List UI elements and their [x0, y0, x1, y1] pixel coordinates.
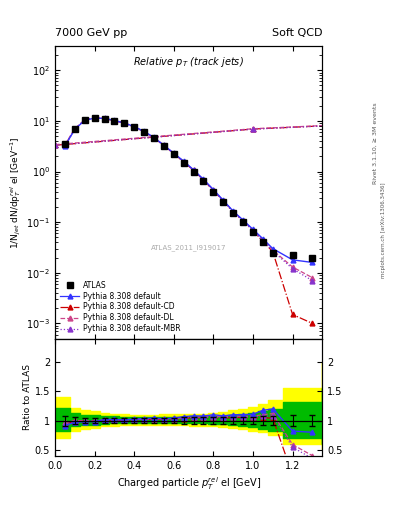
- Y-axis label: Ratio to ATLAS: Ratio to ATLAS: [23, 364, 32, 430]
- Text: Rivet 3.1.10, ≥ 3M events: Rivet 3.1.10, ≥ 3M events: [373, 102, 378, 184]
- Text: Relative p$_T$ (track jets): Relative p$_T$ (track jets): [133, 55, 244, 69]
- Legend: ATLAS, Pythia 8.308 default, Pythia 8.308 default-CD, Pythia 8.308 default-DL, P: ATLAS, Pythia 8.308 default, Pythia 8.30…: [59, 279, 182, 335]
- Text: ATLAS_2011_I919017: ATLAS_2011_I919017: [151, 244, 226, 251]
- Text: Soft QCD: Soft QCD: [272, 28, 322, 38]
- Text: 7000 GeV pp: 7000 GeV pp: [55, 28, 127, 38]
- X-axis label: Charged particle $p_T^{rel}$ el [GeV]: Charged particle $p_T^{rel}$ el [GeV]: [117, 475, 261, 492]
- Text: mcplots.cern.ch [arXiv:1306.3436]: mcplots.cern.ch [arXiv:1306.3436]: [381, 183, 386, 278]
- Y-axis label: 1/N$_{jet}$ dN/dp$_T^{rel}$ el [GeV$^{-1}$]: 1/N$_{jet}$ dN/dp$_T^{rel}$ el [GeV$^{-1…: [9, 136, 24, 249]
